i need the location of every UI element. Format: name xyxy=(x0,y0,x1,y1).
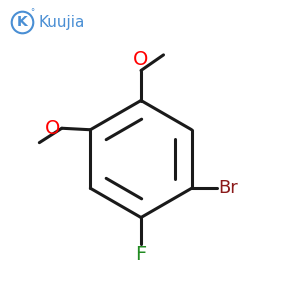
Text: Kuujia: Kuujia xyxy=(39,15,86,30)
Text: O: O xyxy=(45,119,60,138)
Text: F: F xyxy=(135,245,147,264)
Text: Br: Br xyxy=(219,179,238,197)
Text: O: O xyxy=(133,50,149,69)
Text: K: K xyxy=(17,16,28,29)
Text: °: ° xyxy=(30,8,34,17)
